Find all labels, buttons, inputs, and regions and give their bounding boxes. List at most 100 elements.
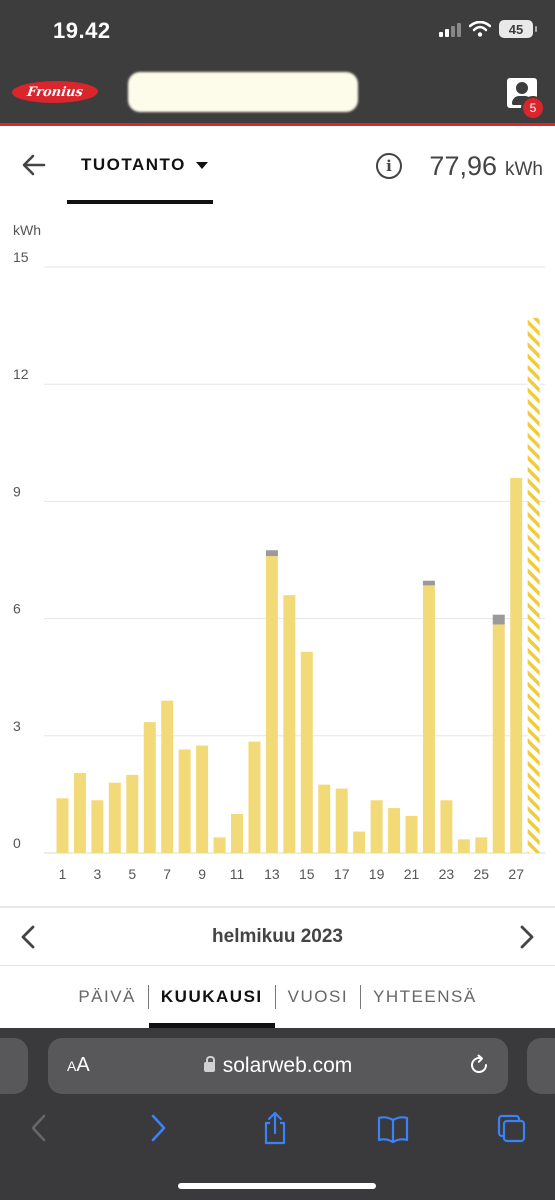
bar-secondary-day-13 xyxy=(265,550,278,557)
browser-bottom-bar: AA solarweb.com xyxy=(0,1028,555,1200)
next-month-chevron-icon[interactable] xyxy=(511,922,541,952)
reload-icon[interactable] xyxy=(466,1052,492,1078)
tab-separator xyxy=(274,985,276,1009)
bar-day-23 xyxy=(440,800,453,853)
total-energy: 77,96 kWh xyxy=(429,151,543,182)
bar-secondary-day-22 xyxy=(422,580,435,586)
share-icon[interactable] xyxy=(260,1110,290,1146)
bar-day-2 xyxy=(73,772,86,853)
x-tick-label: 25 xyxy=(474,866,490,882)
y-tick-label: 15 xyxy=(13,249,29,265)
tab-total[interactable]: YHTEENSÄ xyxy=(373,987,477,1006)
x-tick-label: 13 xyxy=(264,866,280,882)
total-energy-value: 77,96 xyxy=(429,151,497,181)
info-icon[interactable]: i xyxy=(376,153,402,179)
caret-down-icon xyxy=(195,162,208,169)
tab-month[interactable]: KUUKAUSI xyxy=(148,966,275,1028)
url-display: solarweb.com xyxy=(48,1054,508,1078)
status-time: 19.42 xyxy=(53,18,111,43)
bar-day-7 xyxy=(161,700,174,853)
bar-day-25 xyxy=(475,837,488,853)
production-chart: kWh 0 3 6 9 12 15 1 3 5 7 9 11 13 15 17 19 21 23 25 27 xyxy=(0,204,555,904)
url-text: solarweb.com xyxy=(222,1054,353,1077)
bar-day-3 xyxy=(91,800,104,853)
y-tick-label: 12 xyxy=(13,366,29,382)
bar-day-22 xyxy=(422,585,435,853)
bar-day-24 xyxy=(457,839,470,853)
tab-day[interactable]: PÄIVÄ xyxy=(78,987,136,1006)
total-energy-unit: kWh xyxy=(505,159,543,180)
previous-tab-preview[interactable] xyxy=(0,1038,28,1094)
browser-nav-icons xyxy=(0,1110,555,1150)
y-tick-label: 0 xyxy=(13,835,21,851)
browser-forward-icon[interactable] xyxy=(145,1110,171,1146)
x-tick-label: 21 xyxy=(404,866,420,882)
x-tick-label: 5 xyxy=(128,866,136,882)
bar-day-18 xyxy=(353,831,366,853)
bar-day-1 xyxy=(56,798,69,853)
month-navigation: helmikuu 2023 xyxy=(0,906,555,966)
view-dropdown-label: TUOTANTO xyxy=(81,154,186,174)
x-tick-label: 15 xyxy=(299,866,315,882)
bookmarks-icon[interactable] xyxy=(376,1110,410,1146)
battery-icon: 45 xyxy=(499,20,537,38)
x-tick-label: 17 xyxy=(334,866,350,882)
tabs-icon[interactable] xyxy=(496,1110,528,1146)
status-icons: 45 xyxy=(439,20,537,38)
bar-secondary-day-26 xyxy=(492,614,505,625)
cellular-signal-icon xyxy=(439,21,461,37)
user-icon-head xyxy=(516,82,528,94)
month-label: helmikuu 2023 xyxy=(212,926,343,947)
text-size-button[interactable]: AA xyxy=(67,1054,90,1076)
y-tick-label: 9 xyxy=(13,483,21,499)
browser-back-icon[interactable] xyxy=(26,1110,52,1146)
bar-day-6 xyxy=(143,722,156,853)
back-arrow-icon[interactable] xyxy=(18,149,50,181)
bar-day-8 xyxy=(178,749,191,853)
user-account-button[interactable]: 5 xyxy=(507,78,545,120)
bar-day-5 xyxy=(126,774,139,853)
fronius-logo[interactable]: Fronius xyxy=(10,81,100,103)
tab-separator xyxy=(360,985,362,1009)
bar-day-19 xyxy=(370,800,383,853)
x-tick-label: 19 xyxy=(369,866,385,882)
x-tick-label: 7 xyxy=(163,866,171,882)
address-bar[interactable]: AA solarweb.com xyxy=(48,1038,508,1094)
y-tick-label: 6 xyxy=(13,601,21,617)
x-tick-label: 23 xyxy=(439,866,455,882)
y-axis-unit-label: kWh xyxy=(13,222,41,238)
bar-day-16 xyxy=(318,784,331,853)
x-tick-label: 1 xyxy=(59,866,67,882)
app-header: Fronius 5 xyxy=(0,62,555,126)
home-indicator xyxy=(178,1183,376,1189)
next-tab-preview[interactable] xyxy=(527,1038,555,1094)
view-dropdown[interactable]: TUOTANTO xyxy=(67,129,213,204)
logo-text: Fronius xyxy=(26,84,84,100)
view-toolbar: TUOTANTO i 77,96 kWh xyxy=(0,129,555,204)
bar-day-26 xyxy=(492,624,505,853)
tab-year[interactable]: VUOSI xyxy=(287,987,349,1006)
bar-day-27 xyxy=(510,477,523,853)
bar-day-17 xyxy=(335,788,348,853)
bar-forecast-day-28 xyxy=(527,317,540,853)
lock-icon xyxy=(203,1056,215,1072)
y-tick-label: 3 xyxy=(13,718,21,734)
x-tick-label: 11 xyxy=(230,866,245,882)
period-tabs: PÄIVÄ KUUKAUSI VUOSI YHTEENSÄ xyxy=(0,966,555,1028)
tab-separator xyxy=(147,985,149,1009)
bar-day-13 xyxy=(265,556,278,853)
bar-day-15 xyxy=(300,651,313,853)
site-name-redacted[interactable] xyxy=(128,72,358,112)
bar-day-14 xyxy=(283,595,296,853)
x-tick-label: 9 xyxy=(198,866,206,882)
bar-day-11 xyxy=(231,813,243,853)
x-tick-label: 27 xyxy=(508,866,524,882)
bar-day-4 xyxy=(108,782,121,853)
wifi-icon xyxy=(469,21,491,37)
bar-day-12 xyxy=(248,741,261,853)
bar-day-9 xyxy=(196,745,209,853)
previous-month-chevron-icon[interactable] xyxy=(14,922,44,952)
bar-day-21 xyxy=(405,815,418,853)
bar-day-20 xyxy=(388,808,401,853)
